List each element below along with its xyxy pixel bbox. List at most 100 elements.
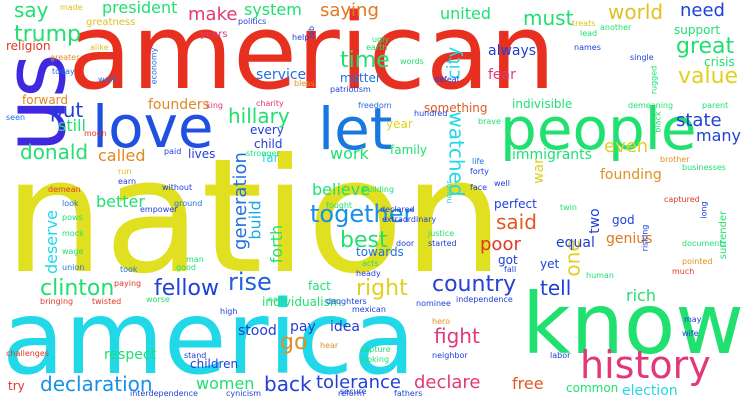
- word-american: american: [68, 0, 556, 113]
- word-founding: founding: [600, 167, 662, 183]
- word-rich: rich: [626, 286, 656, 305]
- word-work: work: [330, 144, 369, 163]
- word-defeat: defeat: [434, 75, 460, 84]
- word-black: black: [653, 111, 663, 133]
- word-bringing: bringing: [40, 297, 74, 306]
- word-human: human: [586, 271, 614, 280]
- word-greatness: greatness: [86, 17, 136, 28]
- word-history: history: [580, 343, 711, 387]
- word-mexican: mexican: [352, 305, 386, 314]
- word-twisted: twisted: [92, 297, 122, 306]
- word-neighbor: neighbor: [432, 351, 468, 360]
- word-paying: paying: [114, 279, 142, 288]
- word-fathers: fathers: [394, 389, 423, 398]
- word-equal: equal: [556, 235, 595, 251]
- word-mock: mock: [62, 229, 84, 238]
- word-towards: towards: [356, 245, 404, 259]
- word-deserve: deserve: [42, 209, 62, 275]
- word-capture: capture: [360, 345, 391, 354]
- word-child: child: [254, 137, 283, 151]
- word-wife: wife: [682, 329, 699, 338]
- word-make: make: [188, 4, 238, 25]
- word-empower: empower: [140, 205, 178, 214]
- word-together: together: [310, 200, 414, 228]
- word-election: election: [622, 383, 678, 399]
- word-stood: stood: [238, 323, 277, 339]
- word-pointed: pointed: [682, 257, 713, 266]
- word-time: time: [340, 48, 390, 73]
- word-crisis: crisis: [704, 55, 735, 69]
- word-bless: bless: [294, 79, 315, 88]
- word-fight: fight: [434, 324, 480, 348]
- word-hundred: hundred: [414, 109, 448, 118]
- word-children: children: [190, 357, 239, 371]
- word-may: may: [684, 315, 702, 324]
- word-go: go: [280, 330, 308, 355]
- word-people: people: [500, 95, 697, 163]
- word-stand: stand: [184, 351, 207, 360]
- word-yet: yet: [540, 257, 560, 271]
- word-indivisible: indivisible: [512, 97, 573, 111]
- word-love: love: [92, 93, 214, 161]
- word-politics: politics: [238, 17, 267, 26]
- word-rugged: rugged: [649, 65, 659, 95]
- word-independence: independence: [456, 295, 513, 304]
- word-best: best: [340, 228, 388, 253]
- word-charity: charity: [256, 99, 284, 108]
- word-united: united: [440, 4, 491, 23]
- word-building: building: [362, 185, 395, 194]
- word-without: without: [162, 183, 193, 192]
- word-look: look: [62, 199, 79, 208]
- word-know: know: [522, 275, 744, 373]
- word-pay: pay: [290, 319, 316, 335]
- word-looking: looking: [360, 355, 390, 364]
- word-country: country: [432, 272, 517, 297]
- word-president: president: [102, 0, 178, 17]
- word-back: back: [264, 372, 312, 396]
- word-risking: risking: [640, 224, 650, 252]
- word-parent: parent: [702, 101, 729, 110]
- word-single: single: [630, 53, 654, 62]
- word-right: right: [356, 276, 408, 301]
- word-service: service: [256, 67, 307, 83]
- word-seen: seen: [6, 113, 26, 122]
- word-declared: declared: [380, 205, 415, 214]
- word-nominee: nominee: [416, 299, 451, 308]
- word-common: common: [566, 381, 619, 395]
- word-earth: earth: [366, 43, 388, 52]
- word-documents: documents: [682, 239, 727, 248]
- word-interdependence: interdependence: [130, 389, 198, 398]
- word-years: years: [200, 29, 228, 40]
- word-believe: believe: [312, 180, 371, 199]
- word-clinton: clinton: [40, 276, 115, 301]
- word-immigrants: immigrants: [512, 147, 592, 163]
- word-paid: paid: [164, 147, 182, 156]
- word-still: still: [58, 116, 86, 135]
- word-labor: labor: [550, 351, 571, 360]
- word-perfect: perfect: [494, 197, 537, 211]
- word-lead: lead: [580, 29, 598, 38]
- word-world: world: [608, 0, 664, 24]
- word-tell: tell: [540, 276, 572, 300]
- word-respect: respect: [104, 347, 157, 363]
- word-god: god: [612, 213, 635, 227]
- word-demean: demean: [48, 185, 81, 194]
- word-ugly: ugly: [372, 35, 390, 44]
- word-declaration: declaration: [40, 372, 153, 396]
- word-alike: alike: [90, 43, 109, 52]
- word-reform: reform: [338, 389, 365, 398]
- word-run: run: [118, 167, 132, 176]
- word-fear: fear: [488, 67, 516, 83]
- word-challenges: challenges: [6, 349, 49, 358]
- word-women: women: [196, 374, 255, 393]
- word-better: better: [96, 192, 145, 211]
- word-support: support: [674, 23, 721, 37]
- word-forth: forth: [267, 224, 287, 264]
- word-never: never: [444, 180, 454, 204]
- word-build: build: [245, 200, 265, 240]
- word-pows: pows: [62, 213, 83, 222]
- word-called: called: [98, 146, 146, 165]
- word-something: something: [424, 101, 488, 115]
- word-man: man: [186, 255, 204, 264]
- word-every: every: [250, 123, 284, 137]
